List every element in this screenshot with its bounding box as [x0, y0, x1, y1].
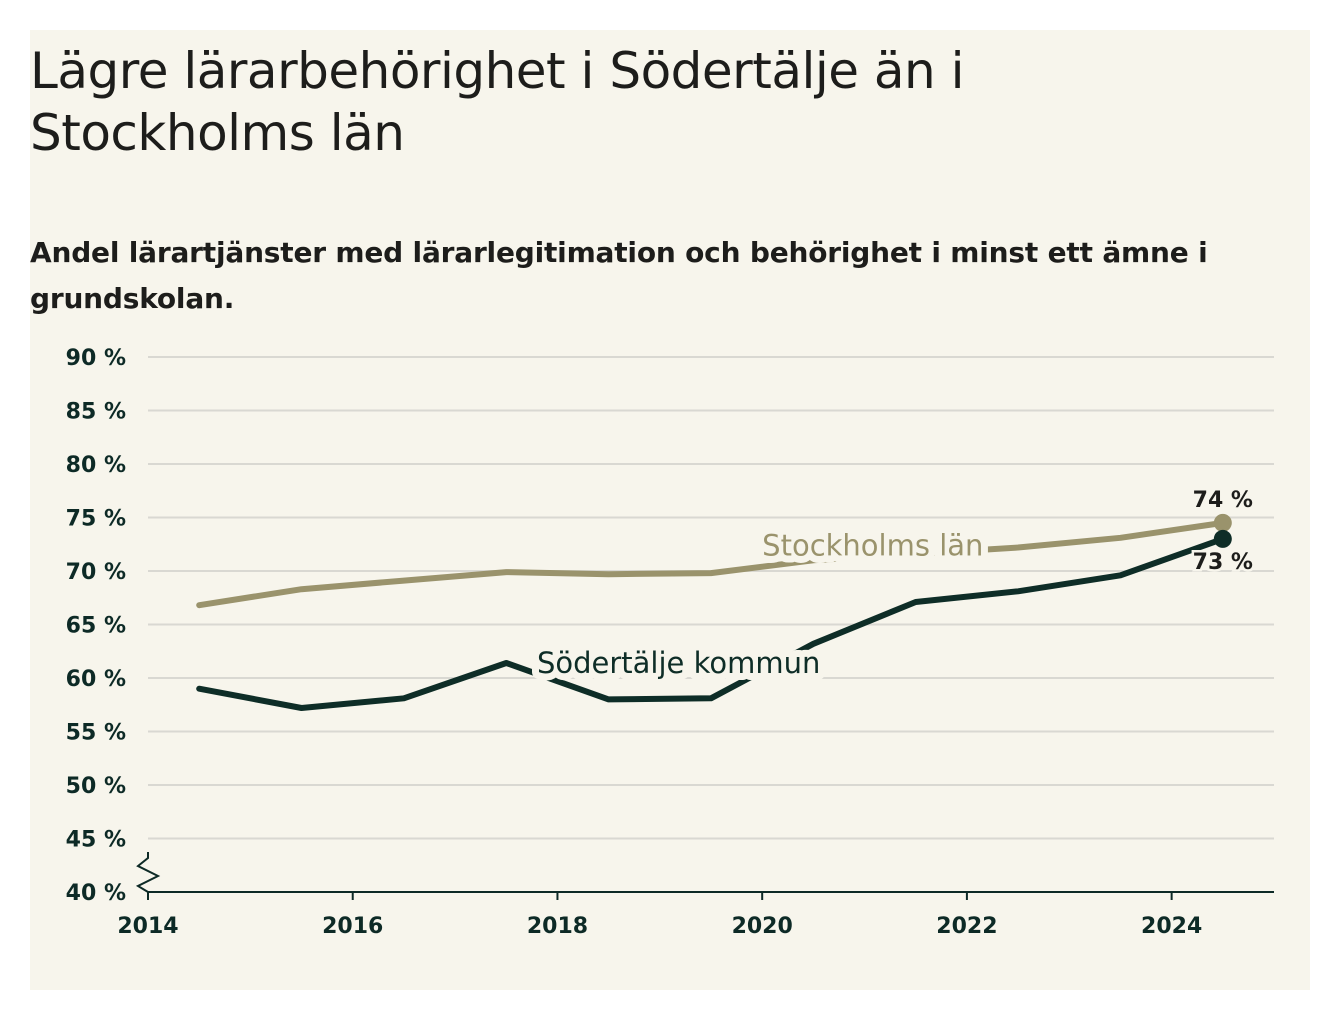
y-tick-label: 60 %: [66, 667, 126, 692]
x-tick-label: 2014: [117, 914, 178, 939]
series-label-2: Södertälje kommun: [537, 646, 820, 680]
x-tick-label: 2024: [1141, 914, 1202, 939]
series-line-2: [196, 535, 1226, 711]
y-tick-label: 50 %: [66, 774, 126, 799]
axis-break-symbol: [135, 852, 161, 893]
y-tick-label: 55 %: [66, 721, 126, 746]
series-end-point-2: [1213, 529, 1232, 548]
y-tick-label: 65 %: [66, 614, 126, 639]
series-label-1: Stockholms län: [762, 528, 983, 562]
series-end-point-1: [1213, 513, 1232, 532]
x-tick-label: 2016: [322, 914, 383, 939]
series-end-label-2: 73 %: [1193, 550, 1253, 575]
y-tick-label: 80 %: [66, 453, 126, 478]
chart-title: Lägre lärarbehörighet i Södertälje än i …: [30, 42, 965, 162]
y-tick-label: 45 %: [66, 828, 126, 853]
x-tick-label: 2018: [527, 914, 588, 939]
series-line-1: [196, 519, 1226, 609]
y-tick-label: 90 %: [66, 346, 126, 371]
series-end-label-1: 74 %: [1193, 488, 1253, 513]
chart-panel: Lägre lärarbehörighet i Södertälje än i …: [30, 30, 1310, 990]
y-tick-label: 75 %: [66, 507, 126, 532]
x-tick-label: 2020: [732, 914, 793, 939]
y-tick-label: 85 %: [66, 400, 126, 425]
x-tick-label: 2022: [936, 914, 997, 939]
y-tick-label: 40 %: [66, 881, 126, 906]
chart-subtitle: Andel lärartjänster med lärarlegitimatio…: [30, 236, 1208, 315]
y-tick-label: 70 %: [66, 560, 126, 585]
